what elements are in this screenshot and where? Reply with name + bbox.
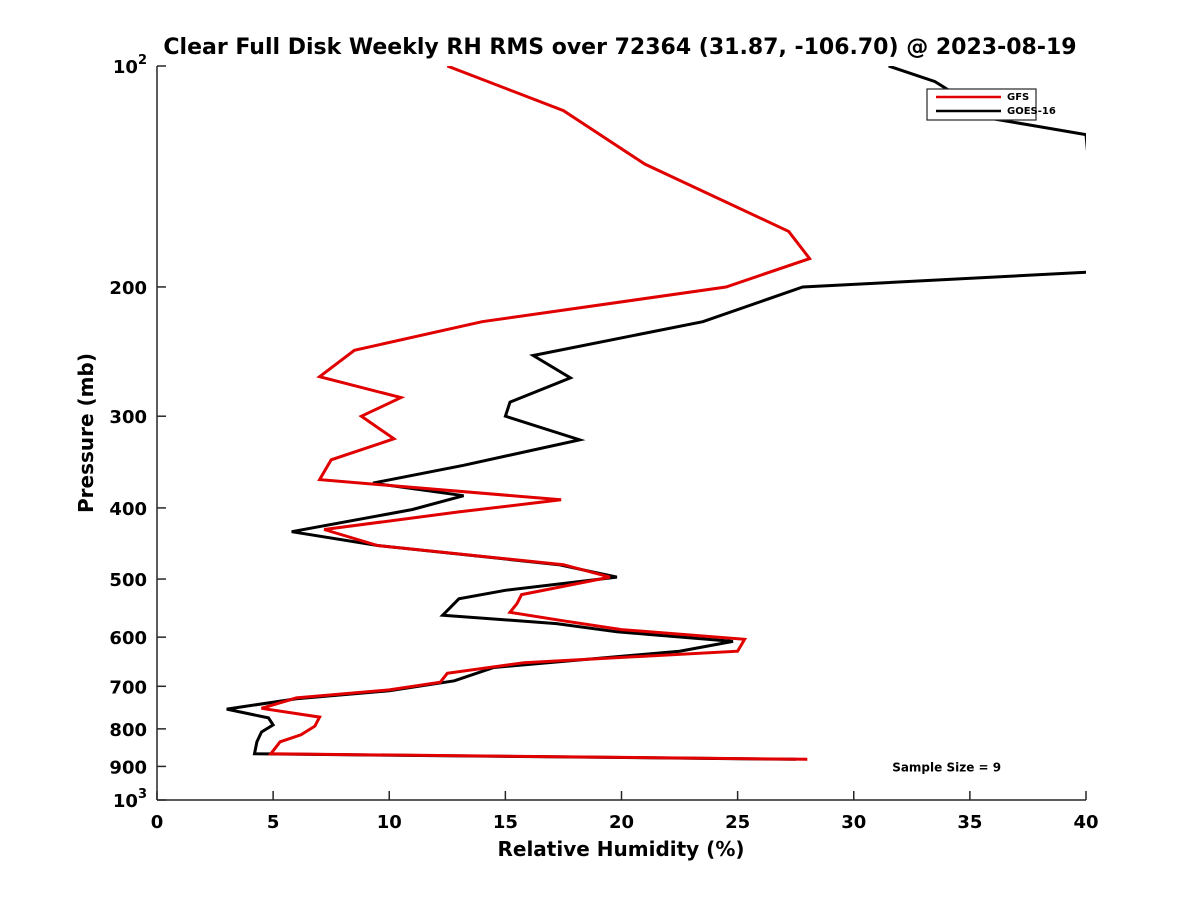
- legend-label-goes-16: GOES-16: [1007, 106, 1056, 117]
- y-tick-label: 700: [109, 677, 147, 698]
- y-tick-label: 800: [109, 720, 147, 741]
- legend-box: [926, 88, 1037, 121]
- y-tick-base: 900: [109, 757, 147, 778]
- series-layer: [226, 66, 1086, 761]
- x-tick-label: 25: [725, 812, 750, 833]
- legend: GFS GOES-16: [926, 88, 1056, 121]
- y-tick-label: 103: [113, 787, 147, 812]
- y-tick-base: 700: [109, 677, 147, 698]
- y-tick-label: 500: [109, 570, 147, 591]
- x-axis-label: Relative Humidity (%): [497, 837, 744, 861]
- y-tick-base: 10: [113, 791, 138, 812]
- x-tick-label: 30: [841, 812, 866, 833]
- series-line-gfs: [261, 66, 813, 761]
- x-tick-label: 20: [609, 812, 634, 833]
- annotation-layer: Sample Size = 9: [892, 760, 1001, 774]
- y-tick-label: 900: [109, 757, 147, 778]
- y-tick-base: 200: [109, 278, 147, 299]
- x-tick-label: 40: [1073, 812, 1098, 833]
- axes: [156, 66, 1086, 801]
- y-tick-exponent: 2: [138, 53, 147, 68]
- y-tick-label: 200: [109, 278, 147, 299]
- y-tick-base: 500: [109, 570, 147, 591]
- y-tick-label: 300: [109, 407, 147, 428]
- x-tick-label: 10: [377, 812, 402, 833]
- y-tick-base: 400: [109, 499, 147, 520]
- y-tick-label: 102: [113, 53, 147, 78]
- y-tick-exponent: 3: [138, 787, 147, 802]
- x-ticks: 0 5 10 15 20 25 30 35 40: [151, 791, 1099, 833]
- y-tick-base: 300: [109, 407, 147, 428]
- x-tick-label: 5: [267, 812, 280, 833]
- y-tick-label: 400: [109, 499, 147, 520]
- y-tick-base: 600: [109, 628, 147, 649]
- y-tick-base: 10: [113, 57, 138, 78]
- x-tick-label: 15: [493, 812, 518, 833]
- y-tick-base: 800: [109, 720, 147, 741]
- y-tick-label: 600: [109, 628, 147, 649]
- sample-size-annotation: Sample Size = 9: [892, 760, 1001, 774]
- y-axis-label: Pressure (mb): [74, 353, 98, 513]
- chart-title: Clear Full Disk Weekly RH RMS over 72364…: [163, 35, 1076, 60]
- x-tick-label: 35: [957, 812, 982, 833]
- x-tick-label: 0: [151, 812, 164, 833]
- legend-label-gfs: GFS: [1007, 92, 1029, 103]
